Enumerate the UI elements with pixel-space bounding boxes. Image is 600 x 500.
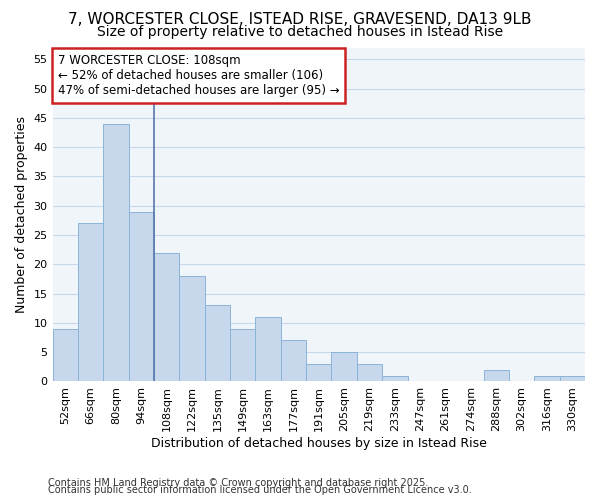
Bar <box>205 306 230 382</box>
Bar <box>331 352 357 382</box>
Bar <box>534 376 560 382</box>
Bar <box>154 252 179 382</box>
Bar <box>357 364 382 382</box>
Text: 7, WORCESTER CLOSE, ISTEAD RISE, GRAVESEND, DA13 9LB: 7, WORCESTER CLOSE, ISTEAD RISE, GRAVESE… <box>68 12 532 28</box>
Bar <box>78 224 103 382</box>
Bar <box>179 276 205 382</box>
Text: Contains public sector information licensed under the Open Government Licence v3: Contains public sector information licen… <box>48 485 472 495</box>
Text: Contains HM Land Registry data © Crown copyright and database right 2025.: Contains HM Land Registry data © Crown c… <box>48 478 428 488</box>
Y-axis label: Number of detached properties: Number of detached properties <box>15 116 28 313</box>
Bar <box>560 376 585 382</box>
Bar <box>382 376 407 382</box>
Bar <box>281 340 306 382</box>
X-axis label: Distribution of detached houses by size in Istead Rise: Distribution of detached houses by size … <box>151 437 487 450</box>
Bar <box>128 212 154 382</box>
Bar <box>484 370 509 382</box>
Bar <box>306 364 331 382</box>
Bar <box>53 328 78 382</box>
Bar <box>256 317 281 382</box>
Bar <box>103 124 128 382</box>
Bar <box>230 328 256 382</box>
Text: Size of property relative to detached houses in Istead Rise: Size of property relative to detached ho… <box>97 25 503 39</box>
Text: 7 WORCESTER CLOSE: 108sqm
← 52% of detached houses are smaller (106)
47% of semi: 7 WORCESTER CLOSE: 108sqm ← 52% of detac… <box>58 54 340 97</box>
